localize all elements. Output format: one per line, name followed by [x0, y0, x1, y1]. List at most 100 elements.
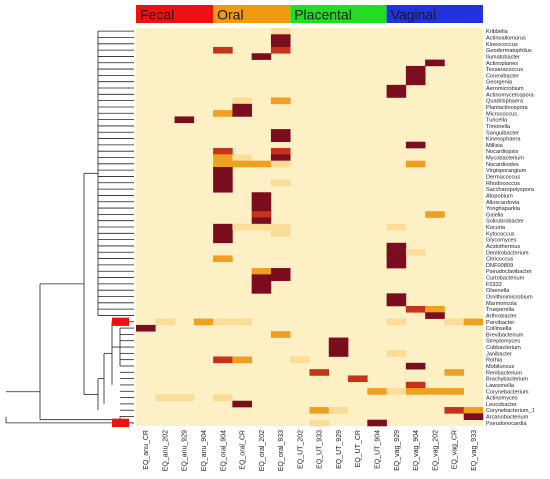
group-label-fecal: Fecal: [140, 7, 174, 23]
row-label: Olsenella: [486, 288, 510, 294]
row-label: Yonghaparkia: [486, 206, 521, 212]
heatmap-cell: [213, 223, 233, 231]
row-label: Plantactinospora: [486, 105, 529, 111]
heatmap-cell: [232, 103, 252, 111]
column-label: EQ_oral_904: [220, 430, 227, 471]
row-label: Actinoallomurus: [486, 35, 526, 41]
row-label: Corynebacterium_1: [486, 408, 535, 414]
heatmap-cell: [251, 192, 272, 199]
row-label: Solirubrobacter: [486, 219, 524, 225]
row-label: Rhodococcus: [486, 181, 520, 187]
column-labels: EQ_anu_CR EQ_anu_202 EQ_anu_929 EQ_anu_904 E…: [143, 430, 478, 471]
row-label: Atopobium: [486, 193, 513, 199]
column-label: EQ_vag_929: [394, 430, 401, 471]
row-markers: [112, 317, 129, 427]
heatmap-cell: [386, 318, 407, 326]
heatmap-cell: [444, 388, 465, 395]
heatmap-cell: [232, 160, 252, 168]
heatmap-cell: [425, 312, 445, 319]
row-label: Aeromicrobium: [486, 86, 524, 92]
heatmap-cell: [213, 236, 233, 244]
column-label: EQ_anu_929: [182, 430, 189, 471]
row-label: Kineococcus: [486, 42, 518, 48]
heatmap-cell: [213, 318, 233, 326]
row-marker: [112, 317, 129, 326]
heatmap-cell: [270, 34, 291, 41]
column-label: EQ_UT_929: [336, 430, 343, 469]
row-label: Arcanobacterium: [486, 415, 529, 421]
heatmap-cell: [405, 381, 426, 389]
heatmap-cell: [309, 407, 330, 414]
column-label: EQ_anu_202: [162, 430, 169, 471]
group-band-placental: [290, 5, 387, 23]
column-label: EQ_UT_CR: [355, 430, 362, 467]
row-label: Kytococcus: [486, 231, 515, 237]
heatmap-cell: [155, 394, 175, 402]
column-label: EQ_oral_933: [278, 430, 285, 471]
heatmap-cell: [213, 173, 233, 180]
heatmap-cell: [444, 318, 465, 326]
heatmap-cell: [232, 154, 252, 161]
heatmap-cell: [232, 318, 252, 326]
column-label: EQ_oral_CR: [240, 430, 247, 470]
row-label: Parvibacter: [486, 320, 514, 326]
heatmap-cell: [328, 407, 349, 414]
column-label: EQ_UT_933: [317, 430, 324, 469]
column-label: EQ_UT_202: [297, 430, 304, 469]
heatmap-cell: [328, 350, 349, 357]
heatmap-cell: [386, 91, 407, 98]
row-label: Quadrisphaera: [486, 99, 524, 105]
heatmap-cell: [328, 343, 349, 351]
column-label: EQ_vag_CR: [452, 430, 459, 469]
heatmap-cell: [270, 148, 291, 155]
row-label: Micrococcus: [486, 111, 517, 117]
heatmap-cell: [251, 211, 272, 218]
heatmap-cell: [386, 249, 407, 256]
heatmap-cell: [270, 40, 291, 48]
row-label: Mobiluncus: [486, 364, 514, 370]
row-label: Kribbella: [486, 29, 509, 35]
row-label: Virgisporangium: [486, 168, 527, 174]
group-band-fecal: [136, 5, 214, 23]
heatmap-cell: [270, 179, 291, 187]
heatmap-cell: [270, 274, 291, 281]
heatmap-cell: [270, 331, 291, 338]
heatmap-cell: [193, 318, 214, 326]
heatmap-cell: [251, 53, 272, 60]
column-label: EQ_anu_904: [201, 430, 208, 471]
row-labels: KribbellaActinoallomurusKineococcusGeode…: [486, 29, 535, 427]
row-label: Pseudonocardia: [486, 421, 527, 427]
row-label: Millisia: [486, 143, 504, 149]
row-label: Mycobacterium: [486, 156, 524, 162]
row-label: Citricoccus: [486, 257, 514, 263]
heatmap-cell: [251, 160, 272, 168]
row-label: Nocardioides: [486, 162, 519, 168]
heatmap-cell: [232, 223, 252, 231]
row-dendrogram: [5, 30, 134, 424]
row-label: Turicella: [486, 118, 508, 124]
heatmap-cell: [386, 388, 407, 395]
heatmap-cell: [251, 217, 272, 225]
row-label: Leucobacter: [486, 402, 517, 408]
heatmap-cell: [463, 413, 484, 420]
row-label: Nocardiopsis: [486, 149, 519, 155]
group-band-oral: [213, 5, 291, 23]
row-label: Kineosphaera: [486, 137, 521, 143]
row-label: Conexibacter: [486, 73, 519, 79]
heatmap-cell: [444, 369, 465, 376]
heatmap-cell: [270, 129, 291, 136]
row-label: Saccharopolyspora: [486, 187, 535, 193]
heatmap-cell: [213, 185, 233, 193]
heatmap-cell: [386, 255, 407, 263]
heatmap-cell: [213, 148, 233, 155]
row-label: Denitrobacterium: [486, 250, 529, 256]
heatmap-background: [136, 28, 483, 426]
row-label: Ilumatobacter: [486, 54, 520, 60]
heatmap-cell: [270, 97, 291, 105]
row-label: Collinsella: [486, 326, 512, 332]
heatmap-cell: [405, 160, 426, 168]
row-label: Rothia: [486, 358, 503, 364]
heatmap-cell: [367, 419, 387, 427]
heatmap-cell: [213, 255, 233, 263]
